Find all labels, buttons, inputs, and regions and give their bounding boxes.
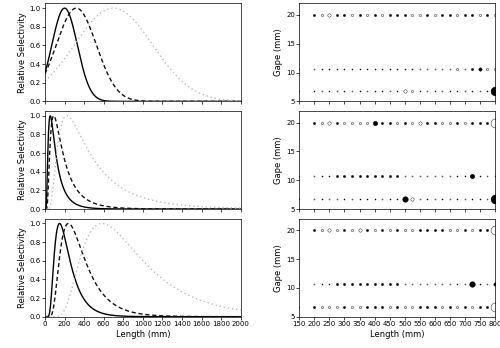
X-axis label: Length (mm): Length (mm) bbox=[370, 330, 424, 339]
Y-axis label: Gape (mm): Gape (mm) bbox=[274, 136, 283, 184]
Y-axis label: Gape (mm): Gape (mm) bbox=[274, 244, 283, 292]
Y-axis label: Relative Selectivity: Relative Selectivity bbox=[18, 227, 27, 308]
Y-axis label: Relative Selectivity: Relative Selectivity bbox=[18, 12, 27, 93]
Y-axis label: Gape (mm): Gape (mm) bbox=[274, 29, 283, 76]
X-axis label: Length (mm): Length (mm) bbox=[116, 330, 170, 339]
Y-axis label: Relative Selectivity: Relative Selectivity bbox=[18, 120, 27, 200]
